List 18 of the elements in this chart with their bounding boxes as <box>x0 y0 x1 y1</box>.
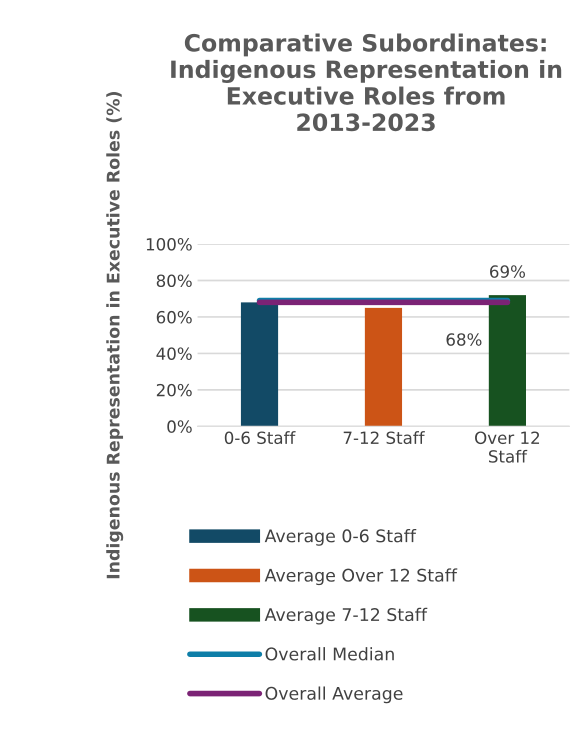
y-axis-title: Indigenous Representation in Executive Roles (%) <box>106 92 124 578</box>
data-label: 68% <box>446 333 482 346</box>
y-tick-label: 0% <box>167 420 192 433</box>
legend-label: Overall Average <box>266 686 403 704</box>
legend-label: Overall Median <box>266 647 394 661</box>
legend-label: Average Over 12 Staff <box>264 568 458 586</box>
y-tick-label: 100% <box>146 238 192 251</box>
legend-label: Average 0-6 Staff <box>264 528 416 546</box>
x-tick-label: Over 12 Staff <box>475 431 540 463</box>
chart-title: Comparative Subordinates: Indigenous Representation in Executive Roles from 2013-2023 <box>171 33 562 132</box>
x-tick-label: 0-6 Staff <box>224 431 296 444</box>
y-tick-label: 40% <box>156 347 192 360</box>
y-tick-label: 80% <box>156 274 192 288</box>
y-tick-label: 60% <box>156 310 192 324</box>
data-label: 69% <box>490 265 526 278</box>
x-tick-label: 7-12 Staff <box>344 431 425 444</box>
y-tick-label: 20% <box>156 384 192 396</box>
legend-label: Average 7-12 Staff <box>264 608 428 625</box>
